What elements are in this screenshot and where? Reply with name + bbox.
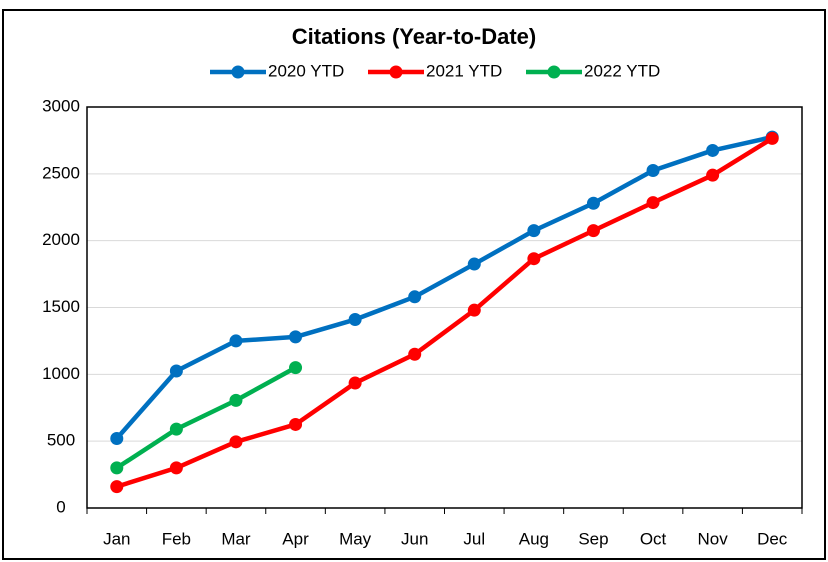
x-tick-label: Jan [103, 529, 130, 548]
point [169, 422, 183, 436]
point [289, 330, 303, 344]
point [229, 334, 243, 348]
x-tick-label: Jul [463, 529, 485, 548]
y-tick-label: 1500 [42, 297, 80, 316]
point [586, 224, 600, 238]
point [527, 224, 541, 238]
series-line [115, 134, 773, 440]
y-tick-label: 3000 [42, 96, 80, 115]
y-tick-label: 0 [56, 497, 65, 516]
point [110, 431, 124, 445]
series-line [115, 365, 297, 470]
legend-label: 2021 YTD [426, 61, 502, 80]
point [169, 364, 183, 378]
legend-marker [231, 65, 245, 79]
legend-label: 2022 YTD [584, 61, 660, 80]
point [586, 196, 600, 210]
point [289, 417, 303, 431]
point [348, 376, 362, 390]
series-line [116, 136, 774, 489]
point [110, 480, 124, 494]
x-tick-label: Jun [401, 529, 428, 548]
y-tick-label: 2000 [42, 230, 80, 249]
point [348, 313, 362, 327]
point [467, 257, 481, 271]
legend-marker [547, 65, 561, 79]
point [527, 252, 541, 266]
chart-title: Citations (Year-to-Date) [292, 24, 536, 49]
x-tick-label: Aug [519, 529, 549, 548]
y-tick-label: 1000 [42, 364, 80, 383]
point [169, 461, 183, 475]
point [467, 303, 481, 317]
y-tick-label: 2500 [42, 163, 80, 182]
x-tick-label: Oct [640, 529, 667, 548]
x-tick-label: Sep [578, 529, 608, 548]
x-tick-label: Mar [221, 529, 251, 548]
x-tick-label: Apr [282, 529, 309, 548]
legend-label: 2020 YTD [268, 61, 344, 80]
x-tick-label: Dec [757, 529, 788, 548]
point [289, 361, 303, 375]
point [646, 163, 660, 177]
x-tick-label: May [339, 529, 372, 548]
point [706, 168, 720, 182]
point [765, 131, 779, 145]
point [110, 461, 124, 475]
point [646, 196, 660, 210]
point [408, 290, 422, 304]
chart-frame [2, 9, 826, 560]
y-tick-label: 500 [47, 431, 75, 450]
point [408, 347, 422, 361]
point [229, 393, 243, 407]
legend-marker [389, 65, 403, 79]
x-tick-label: Nov [698, 529, 729, 548]
x-tick-label: Feb [162, 529, 191, 548]
point [229, 435, 243, 449]
point [706, 143, 720, 157]
